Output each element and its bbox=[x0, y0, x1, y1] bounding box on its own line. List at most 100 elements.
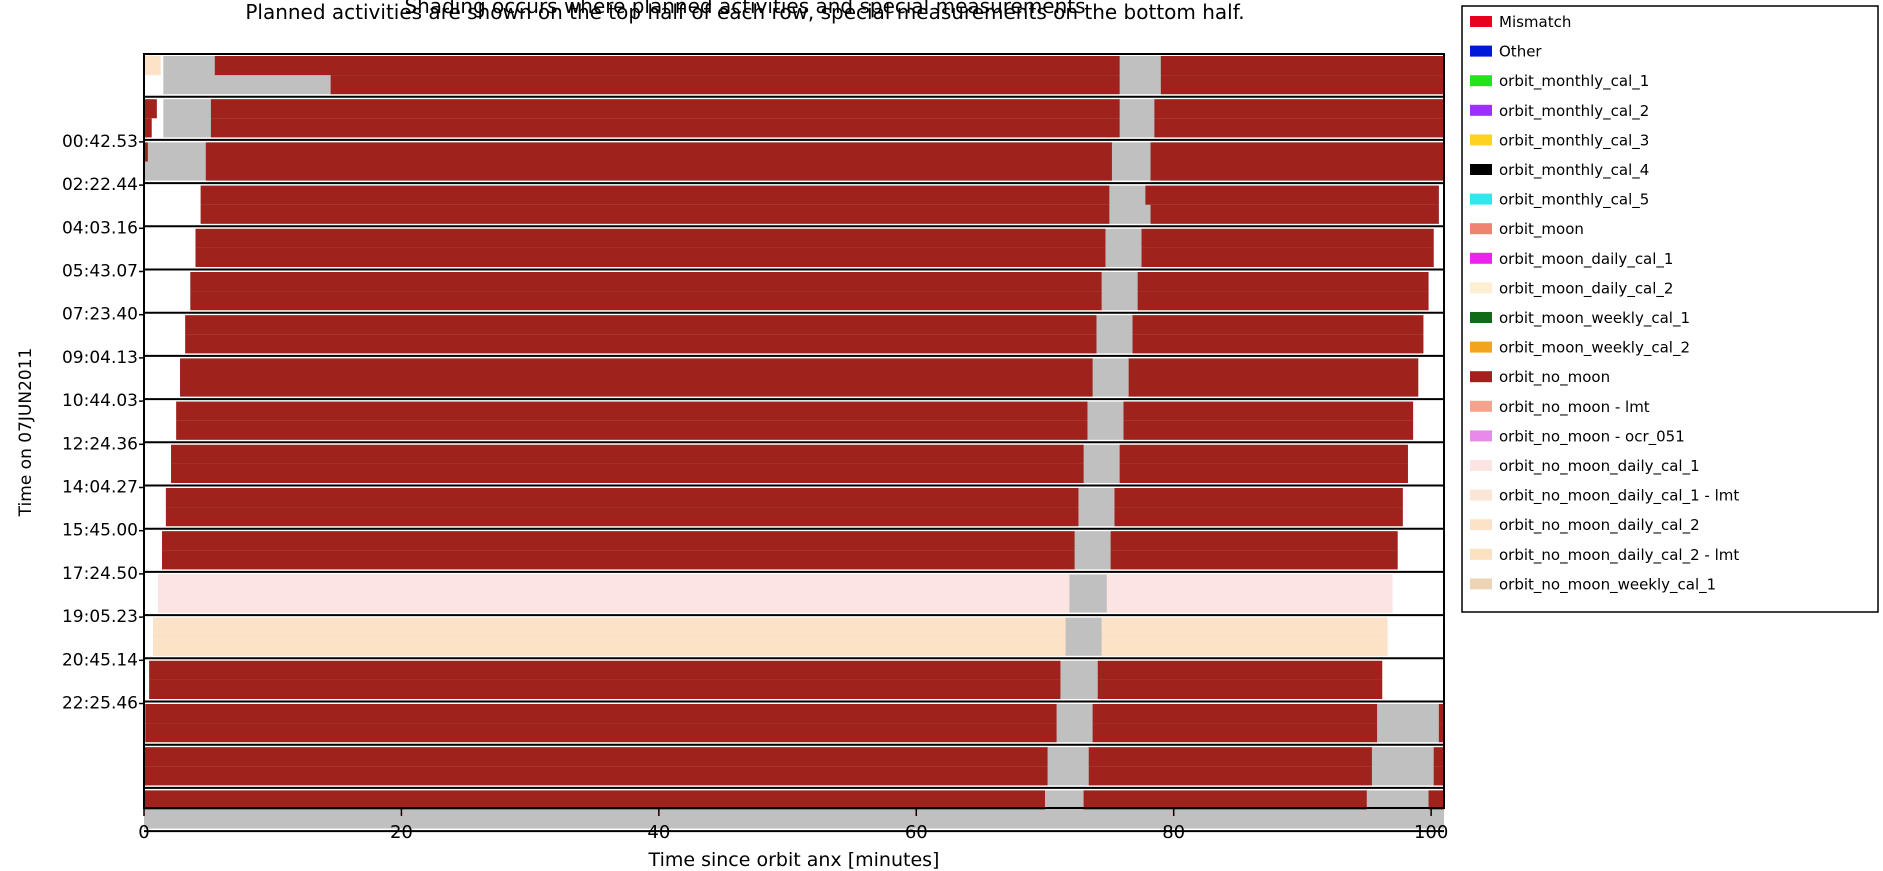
legend-swatch bbox=[1470, 104, 1492, 116]
legend-swatch bbox=[1470, 371, 1492, 383]
planned-activity-bar bbox=[153, 617, 1066, 637]
planned-activity-bar bbox=[1145, 185, 1439, 205]
legend-swatch bbox=[1470, 223, 1492, 235]
legend-label: orbit_monthly_cal_2 bbox=[1499, 102, 1649, 121]
special-measurement-bar bbox=[1097, 679, 1383, 699]
legend-swatch bbox=[1470, 460, 1492, 471]
special-measurement-bar bbox=[1150, 161, 1444, 181]
timeline-row bbox=[144, 704, 1445, 746]
special-measurement-bar bbox=[165, 507, 1079, 527]
planned-activity-bar bbox=[200, 185, 1110, 205]
special-measurement-bar bbox=[180, 377, 1093, 397]
y-tick-label: 09:04.13 bbox=[62, 348, 138, 368]
legend-swatch bbox=[1470, 282, 1492, 294]
timeline-row bbox=[144, 185, 1444, 228]
special-measurement-bar bbox=[1110, 550, 1398, 570]
timeline-row bbox=[144, 401, 1444, 444]
special-measurement-bar bbox=[1150, 204, 1439, 224]
legend-label: orbit_no_moon - lmt bbox=[1499, 398, 1650, 417]
x-tick-label: 0 bbox=[138, 822, 149, 843]
special-measurement-bar bbox=[1160, 75, 1444, 95]
planned-activity-bar bbox=[1088, 747, 1372, 767]
legend-swatch bbox=[1470, 400, 1492, 412]
y-tick-label: 05:43.07 bbox=[62, 262, 138, 282]
y-tick-label: 12:24.36 bbox=[62, 434, 138, 454]
legend-label: orbit_monthly_cal_5 bbox=[1499, 191, 1649, 210]
chart-title: Shading occurs where planned activities … bbox=[245, 0, 1244, 24]
special-measurement-bar bbox=[1088, 766, 1372, 786]
planned-activity-bar bbox=[1092, 704, 1378, 724]
y-tick-label: 19:05.23 bbox=[62, 607, 138, 627]
special-measurement-bar bbox=[145, 723, 1057, 743]
legend-swatch bbox=[1470, 45, 1492, 57]
timeline-row bbox=[144, 617, 1444, 660]
planned-activity-bar bbox=[210, 99, 1120, 119]
special-measurement-bar bbox=[171, 463, 1084, 483]
planned-activity-bar bbox=[1428, 790, 1444, 810]
legend-swatch bbox=[1470, 134, 1492, 146]
planned-activity-bar bbox=[1132, 315, 1424, 335]
planned-activity-bar bbox=[185, 315, 1097, 335]
special-measurement-bar bbox=[190, 291, 1102, 311]
timeline-row bbox=[144, 444, 1444, 487]
planned-activity-bar bbox=[158, 574, 1070, 594]
planned-activity-bar bbox=[144, 142, 148, 162]
legend-label: orbit_moon_weekly_cal_1 bbox=[1499, 309, 1690, 328]
x-tick-label: 80 bbox=[1162, 822, 1185, 843]
special-measurement-bar bbox=[176, 420, 1088, 440]
planned-activity-bar bbox=[190, 272, 1102, 292]
special-measurement-bar bbox=[1433, 766, 1444, 786]
y-tick-label: 20:45.14 bbox=[62, 650, 138, 670]
planned-activity-bar bbox=[1097, 660, 1383, 680]
timeline-row bbox=[144, 660, 1444, 703]
timeline-row bbox=[144, 228, 1444, 271]
y-tick-label: 14:04.27 bbox=[62, 478, 138, 498]
planned-activity-bar bbox=[1114, 488, 1403, 508]
special-measurement-bar bbox=[205, 161, 1112, 181]
legend-label: orbit_monthly_cal_1 bbox=[1499, 72, 1649, 91]
legend-label: orbit_moon_daily_cal_2 bbox=[1499, 279, 1673, 298]
planned-activity-bar bbox=[195, 228, 1106, 248]
legend-label: orbit_moon_weekly_cal_2 bbox=[1499, 339, 1690, 358]
special-measurement-bar bbox=[200, 204, 1110, 224]
legend-label: Mismatch bbox=[1499, 13, 1571, 31]
special-measurement-bar bbox=[1137, 291, 1429, 311]
special-measurement-bar bbox=[144, 766, 1048, 786]
legend-label: orbit_monthly_cal_3 bbox=[1499, 131, 1649, 150]
special-measurement-bar bbox=[1128, 377, 1419, 397]
special-measurement-bar bbox=[1101, 636, 1388, 656]
planned-activity-bar bbox=[205, 142, 1112, 162]
x-tick-label: 100 bbox=[1414, 822, 1448, 843]
y-axis-ticks: 00:42.53 02:22.44 04:03.16 05:43.07 07:23.40… bbox=[62, 132, 144, 714]
planned-activity-bar bbox=[180, 358, 1093, 378]
plot-frame bbox=[143, 53, 1445, 809]
special-measurement-bar bbox=[210, 118, 1120, 138]
chart-title-main: Planned activities are shown on the top … bbox=[245, 0, 1244, 24]
planned-activity-bar bbox=[1119, 444, 1408, 464]
planned-activity-bar bbox=[1150, 142, 1444, 162]
planned-activity-bar bbox=[145, 704, 1057, 724]
y-axis-label: Time on 07JUN2011 bbox=[16, 348, 36, 518]
legend: Mismatch Other orbit_monthly_cal_1 orbit_mo… bbox=[1461, 5, 1879, 613]
special-measurement-bar bbox=[144, 118, 152, 138]
legend-swatch bbox=[1470, 341, 1492, 353]
planned-activity-bar bbox=[1141, 228, 1434, 248]
y-tick-label: 07:23.40 bbox=[62, 305, 138, 325]
special-measurement-bar bbox=[1132, 334, 1424, 354]
legend-swatch bbox=[1470, 519, 1492, 531]
planned-activity-bar bbox=[1123, 401, 1414, 421]
legend-label: orbit_no_moon_daily_cal_1 - lmt bbox=[1499, 487, 1739, 506]
planned-activity-bar bbox=[162, 531, 1075, 551]
legend-swatch bbox=[1470, 16, 1492, 27]
special-measurement-bar bbox=[1141, 247, 1434, 267]
legend-label: orbit_no_moon bbox=[1499, 368, 1610, 387]
legend-swatch bbox=[1470, 489, 1492, 501]
x-axis-ticks: 0 20 40 60 80 100 bbox=[138, 808, 1448, 843]
timeline-row bbox=[144, 56, 1445, 98]
timeline-row bbox=[144, 142, 1444, 185]
x-axis-label: Time since orbit anx [minutes] bbox=[648, 849, 940, 871]
timeline-row bbox=[144, 488, 1444, 530]
planned-activity-bar bbox=[144, 790, 1045, 810]
legend-label: orbit_moon bbox=[1499, 220, 1584, 239]
